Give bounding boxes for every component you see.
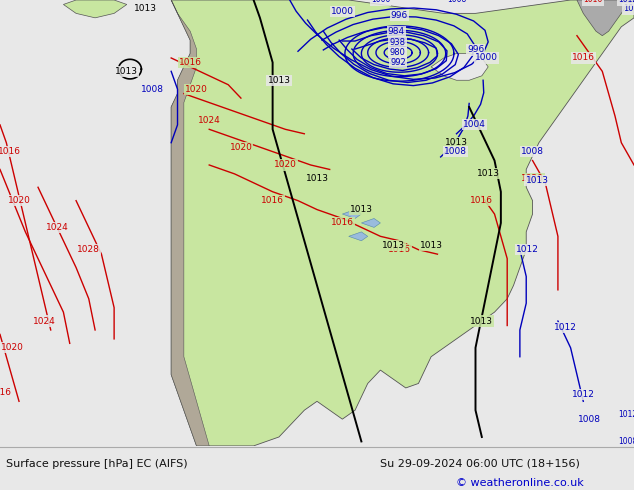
Text: 1024: 1024: [198, 116, 221, 125]
Text: 996: 996: [467, 46, 484, 54]
Text: 1016: 1016: [388, 245, 411, 254]
Text: Su 29-09-2024 06:00 UTC (18+156): Su 29-09-2024 06:00 UTC (18+156): [380, 459, 580, 468]
Text: 1012: 1012: [554, 323, 577, 332]
Text: 984: 984: [387, 27, 405, 36]
Text: 1020: 1020: [1, 343, 24, 352]
Text: 1024: 1024: [33, 317, 56, 325]
Text: 1013: 1013: [470, 317, 493, 325]
Polygon shape: [361, 219, 380, 227]
Text: © weatheronline.co.uk: © weatheronline.co.uk: [456, 478, 584, 489]
Text: 1012: 1012: [618, 0, 634, 4]
Text: 1012: 1012: [516, 245, 539, 254]
Polygon shape: [63, 0, 127, 18]
Text: 1013: 1013: [445, 138, 468, 147]
Text: 1004: 1004: [463, 121, 486, 129]
Text: 1012: 1012: [572, 390, 595, 399]
Text: 1008: 1008: [521, 147, 544, 156]
Text: 1008: 1008: [578, 415, 601, 424]
Text: 1016: 1016: [583, 0, 602, 4]
Polygon shape: [342, 210, 361, 219]
Text: 1020: 1020: [230, 143, 252, 151]
Text: 1013: 1013: [350, 205, 373, 214]
Text: Surface pressure [hPa] EC (AIFS): Surface pressure [hPa] EC (AIFS): [6, 459, 188, 468]
Text: 1016: 1016: [331, 219, 354, 227]
Text: 1024: 1024: [46, 223, 68, 232]
Text: 1013: 1013: [526, 175, 548, 185]
Polygon shape: [349, 232, 368, 241]
Text: 1013: 1013: [382, 241, 404, 250]
Polygon shape: [431, 53, 488, 80]
Text: 1016: 1016: [261, 196, 284, 205]
Polygon shape: [171, 0, 634, 446]
Text: 938: 938: [389, 38, 406, 47]
Text: 1008: 1008: [447, 0, 466, 4]
Text: 1020: 1020: [185, 85, 208, 94]
Text: 1000: 1000: [331, 7, 354, 16]
Text: 1020: 1020: [521, 174, 544, 183]
Text: 1016: 1016: [0, 388, 11, 397]
Text: 1013: 1013: [420, 241, 443, 250]
Text: 1016: 1016: [179, 58, 202, 67]
Text: 1013: 1013: [115, 67, 138, 76]
Text: 1012: 1012: [618, 410, 634, 419]
Text: 1013: 1013: [134, 4, 157, 13]
Text: 1000: 1000: [371, 0, 390, 4]
Text: 1028: 1028: [77, 245, 100, 254]
Text: 1000: 1000: [476, 53, 498, 62]
Text: 1020: 1020: [274, 161, 297, 170]
Text: 1016: 1016: [572, 53, 595, 62]
Polygon shape: [171, 0, 209, 446]
Text: 996: 996: [391, 11, 408, 20]
Text: 1016: 1016: [0, 147, 21, 156]
Text: 980: 980: [389, 48, 406, 57]
Text: 1013: 1013: [477, 170, 500, 178]
Text: 1016: 1016: [470, 196, 493, 205]
Text: 1013: 1013: [268, 76, 290, 85]
Polygon shape: [577, 0, 634, 36]
Text: 1008: 1008: [444, 147, 467, 156]
Text: 1008: 1008: [141, 85, 164, 94]
Text: 1013: 1013: [306, 174, 328, 183]
Text: 1008: 1008: [618, 437, 634, 446]
Text: 1012: 1012: [623, 4, 634, 13]
Text: 1020: 1020: [8, 196, 30, 205]
Text: 992: 992: [391, 58, 406, 67]
